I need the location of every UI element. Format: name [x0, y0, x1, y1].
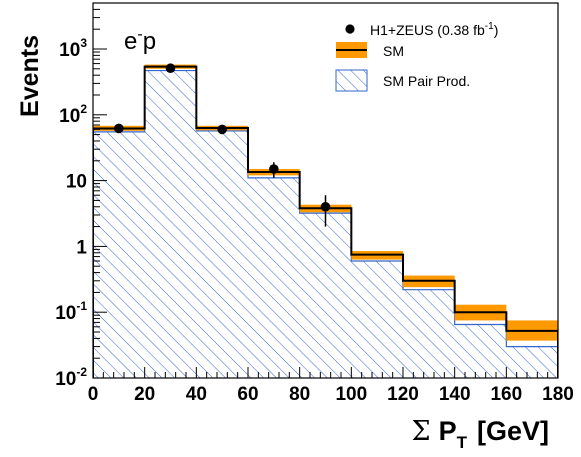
pair-bar	[454, 324, 507, 378]
data-points	[114, 63, 331, 227]
legend-data-label: H1+ZEUS (0.38 fb-1)	[370, 21, 498, 38]
pair-bar	[351, 260, 403, 378]
data-point	[269, 164, 279, 174]
y-tick-label: 10-2	[55, 365, 87, 390]
data-point	[217, 124, 227, 135]
data-point	[165, 63, 176, 74]
y-tick-label: 102	[59, 102, 87, 127]
x-axis: 0 20 40 60 80 100 120 140 160 180	[88, 367, 574, 405]
x-tick-label: 140	[439, 384, 471, 405]
y-tick-label: 1	[76, 237, 87, 258]
legend: H1+ZEUS (0.38 fb-1) SM SM Pair Prod.	[335, 21, 498, 92]
pair-production-histogram	[93, 69, 558, 378]
pair-bar	[506, 346, 558, 378]
pair-bar	[144, 70, 197, 378]
x-tick-label: 20	[134, 384, 155, 405]
x-tick-label: 40	[186, 384, 207, 405]
legend-pair-swatch	[335, 69, 368, 92]
pair-bar	[403, 289, 455, 378]
process-label: e-p	[124, 26, 156, 55]
plot-area	[93, 63, 558, 378]
legend-pair-label: SM Pair Prod.	[383, 73, 470, 89]
x-tick-label: 120	[387, 384, 419, 405]
y-axis-title: Events	[16, 35, 44, 117]
y-tick-label: 10	[66, 172, 87, 193]
y-axis: 10-2 10-1 1 10 102 103	[55, 2, 107, 390]
pair-bar	[299, 213, 352, 378]
data-point	[320, 201, 331, 212]
x-axis-title: Σ PT [GeV]	[411, 416, 549, 452]
y-tick-label: 10-1	[55, 299, 87, 324]
x-tick-label: 60	[237, 384, 258, 405]
pair-bar	[196, 130, 248, 378]
x-tick-label: 0	[88, 384, 99, 405]
legend-data-marker	[345, 24, 355, 34]
pair-bar	[248, 177, 300, 378]
legend-sm-label: SM	[383, 43, 404, 59]
x-tick-label: 180	[542, 384, 574, 405]
data-point	[114, 123, 124, 134]
y-tick-label: 103	[59, 36, 87, 61]
x-tick-label: 80	[289, 384, 310, 405]
x-tick-label: 100	[335, 384, 367, 405]
x-tick-label: 160	[490, 384, 522, 405]
pair-bar	[93, 131, 145, 378]
